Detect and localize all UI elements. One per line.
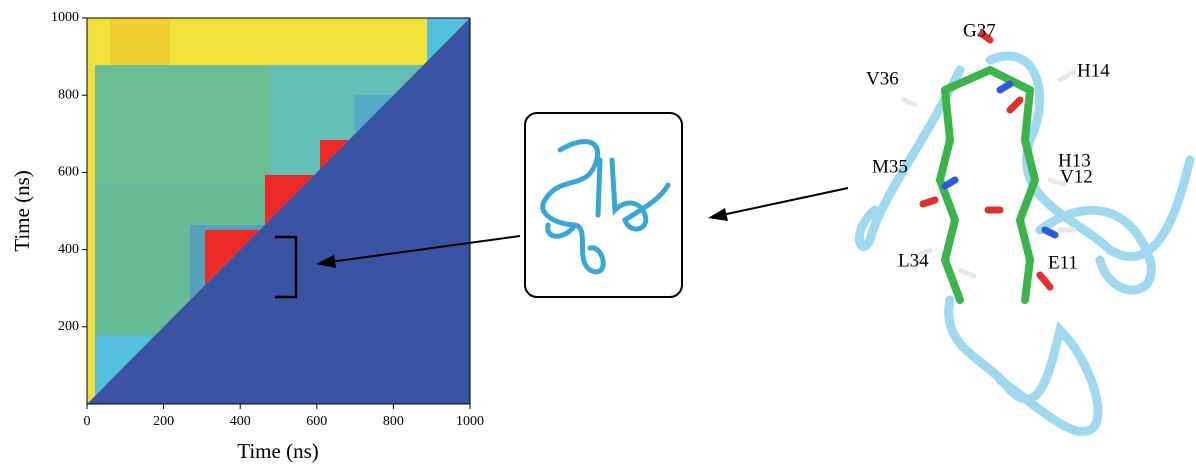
- residue-label: H14: [1077, 60, 1110, 81]
- x-axis-label: Time (ns): [237, 439, 319, 463]
- x-tick-label: 0: [84, 414, 91, 429]
- residue-label: M35: [872, 156, 908, 177]
- y-tick-label: 600: [58, 165, 79, 180]
- residue-label: L34: [898, 250, 929, 271]
- y-tick-label: 800: [58, 87, 79, 102]
- y-tick-label: 400: [58, 242, 79, 257]
- y-tick-label: 200: [58, 319, 79, 334]
- x-tick-label: 800: [383, 414, 404, 429]
- protein-structure: [859, 34, 1190, 432]
- figure: 0 200 400 600 800 1000 200 400 600 800 1000 Time (…: [0, 0, 1196, 467]
- x-tick-label: 600: [306, 414, 327, 429]
- x-tick-label: 400: [230, 414, 251, 429]
- y-axis-label: Time (ns): [10, 170, 34, 252]
- heatmap: [87, 18, 470, 404]
- x-tick-label: 1000: [456, 414, 484, 429]
- residue-label: E11: [1048, 252, 1078, 273]
- x-tick-label: 200: [153, 414, 174, 429]
- residue-label: G37: [963, 20, 996, 41]
- residue-label: V12: [1060, 166, 1093, 187]
- residue-label: V36: [866, 68, 899, 89]
- arrow: [708, 188, 848, 221]
- y-tick-label: 1000: [51, 10, 79, 25]
